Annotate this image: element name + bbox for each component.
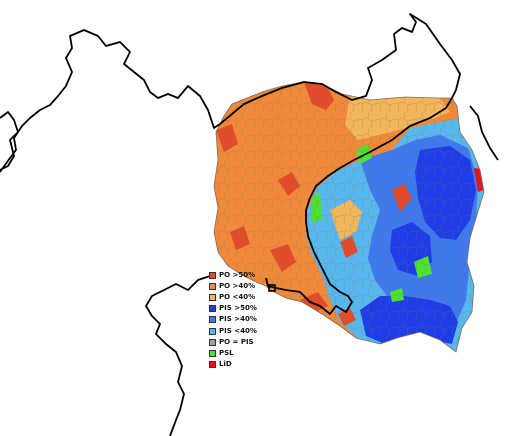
legend-label: PSL <box>219 348 234 357</box>
legend-label: PIS >50% <box>219 304 257 313</box>
legend-item: PO <40% <box>209 292 269 303</box>
legend-label: LiD <box>219 359 232 368</box>
legend-item: PIS >50% <box>209 303 269 314</box>
legend-label: PIS <40% <box>219 326 257 335</box>
legend-swatch <box>209 316 216 324</box>
legend-label: PO = PIS <box>219 337 254 346</box>
western-border-line <box>0 13 461 173</box>
legend-label: PIS >40% <box>219 315 257 324</box>
legend-swatch <box>209 294 216 302</box>
legend-item: PIS >40% <box>209 314 269 325</box>
legend-item: PO >50% <box>209 270 269 281</box>
legend-item: LiD <box>209 359 269 370</box>
historical-borders <box>0 13 499 436</box>
legend-item: PSL <box>209 348 269 359</box>
legend-swatch <box>209 327 216 335</box>
legend-swatch <box>209 349 216 357</box>
legend-swatch <box>209 305 216 313</box>
legend-label: PO >40% <box>219 282 256 291</box>
legend-label: PO >50% <box>219 271 256 280</box>
legend-swatch <box>209 338 216 346</box>
legend-swatch <box>209 272 216 280</box>
legend-item: PO >40% <box>209 281 269 292</box>
southwest-border-line <box>145 275 211 436</box>
legend-swatch <box>209 283 216 291</box>
map-marker-box <box>268 284 276 292</box>
legend-item: PIS <40% <box>209 325 269 336</box>
interwar-border-line <box>265 97 453 315</box>
west-edge-line <box>0 111 19 171</box>
legend: PO >50% PO >40% PO <40% PIS >50% PIS >40% PIS… <box>209 270 269 370</box>
legend-item: PO = PIS <box>209 337 269 348</box>
poland-outline <box>213 81 485 353</box>
legend-swatch <box>209 360 216 368</box>
legend-label: PO <40% <box>219 293 256 302</box>
east-small-line <box>469 105 499 161</box>
